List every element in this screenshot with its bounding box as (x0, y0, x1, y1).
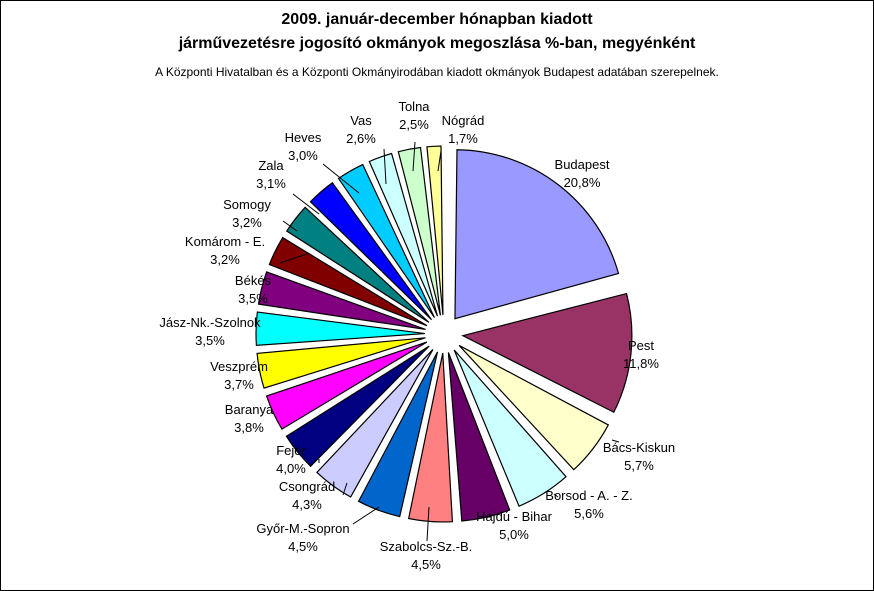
slice-value-label: 5,6% (574, 506, 604, 521)
pie-slice-6 (407, 352, 454, 523)
slice-value-label: 5,7% (624, 458, 654, 473)
pie-slice-15 (285, 206, 430, 323)
pie-slice-3 (458, 344, 610, 471)
pie-slice-13 (257, 271, 426, 331)
slice-name-label: Budapest (555, 157, 610, 172)
label-connector-14 (279, 253, 308, 264)
slice-value-label: 1,7% (448, 131, 478, 146)
pie-slice-2 (461, 292, 633, 414)
slice-name-label: Bács-Kiskun (603, 440, 675, 455)
slice-name-label: Jász-Nk.-Szolnok (159, 315, 261, 330)
label-connector-17 (322, 163, 360, 194)
pie-slice-19 (397, 146, 442, 316)
slice-value-label: 3,0% (288, 148, 318, 163)
pie-slice-5 (447, 352, 511, 522)
label-connector-7 (352, 506, 380, 525)
slice-value-label: 20,8% (564, 175, 601, 190)
label-connector-18 (383, 148, 387, 185)
slice-value-label: 4,3% (292, 497, 322, 512)
slice-name-label: Békés (235, 273, 272, 288)
slice-name-label: Hajdú - Bihar (476, 509, 553, 524)
slice-value-label: 4,0% (276, 461, 306, 476)
slice-value-label: 3,1% (256, 176, 286, 191)
label-connector-6 (426, 506, 430, 542)
pie-slice-1 (454, 149, 620, 320)
label-connector-20 (437, 150, 442, 172)
chart-title-line-1: 2009. január-december hónapban kiadott (281, 11, 593, 28)
slice-name-label: Tolna (398, 99, 430, 114)
chart-subtitle: A Központi Hivatalban és a Központi Okmá… (155, 65, 719, 79)
pie-slice-9 (285, 345, 430, 468)
slice-value-label: 4,5% (288, 539, 318, 554)
pie-slice-7 (357, 351, 439, 518)
label-connector-4 (553, 493, 559, 498)
slice-name-label: Zala (258, 158, 284, 173)
slice-name-label: Vas (350, 113, 372, 128)
pie-slice-8 (316, 348, 434, 498)
pie-slice-11 (256, 337, 426, 389)
slice-value-label: 3,8% (234, 420, 264, 435)
pie-slice-18 (368, 152, 439, 317)
slice-value-label: 3,5% (238, 291, 268, 306)
label-connector-8 (342, 482, 348, 496)
label-connector-19 (412, 141, 416, 172)
slice-name-label: Nógrád (442, 113, 485, 128)
slice-name-label: Heves (285, 130, 322, 145)
slice-value-label: 3,5% (195, 333, 225, 348)
slice-name-label: Szabolcs-Sz.-B. (380, 539, 472, 554)
pie-slice-20 (426, 145, 444, 316)
label-connector-16 (292, 193, 320, 215)
pie-slice-14 (268, 236, 428, 327)
slice-value-label: 3,2% (232, 215, 262, 230)
slice-name-label: Baranya (225, 402, 274, 417)
slice-value-label: 11,8% (623, 356, 659, 371)
slice-name-label: Fejér (276, 443, 306, 458)
slice-value-label: 3,2% (210, 252, 240, 267)
slice-value-label: 3,7% (224, 377, 254, 392)
pie-slice-16 (309, 181, 432, 321)
label-connector-3 (611, 439, 620, 443)
slice-value-label: 2,5% (399, 117, 429, 132)
slice-value-label: 2,6% (346, 131, 376, 146)
pie-slice-4 (453, 349, 567, 507)
label-connector-15 (282, 220, 298, 232)
chart-title-line-2: járművezetésre jogosító okmányok megoszl… (178, 35, 696, 52)
slice-name-label: Somogy (223, 197, 271, 212)
pie-slice-10 (265, 341, 428, 430)
pie-slice-17 (337, 163, 436, 318)
slice-value-label: 4,5% (411, 557, 441, 572)
slice-value-label: 5,0% (499, 527, 529, 542)
slice-name-label: Komárom - E. (185, 234, 265, 249)
slice-name-label: Veszprém (210, 359, 268, 374)
pie-slice-12 (255, 311, 426, 346)
slice-name-label: Pest (628, 338, 654, 353)
slice-name-label: Borsod - A. - Z. (545, 488, 632, 503)
slice-name-label: Győr-M.-Sopron (256, 521, 349, 536)
slice-name-label: Csongrád (279, 479, 335, 494)
